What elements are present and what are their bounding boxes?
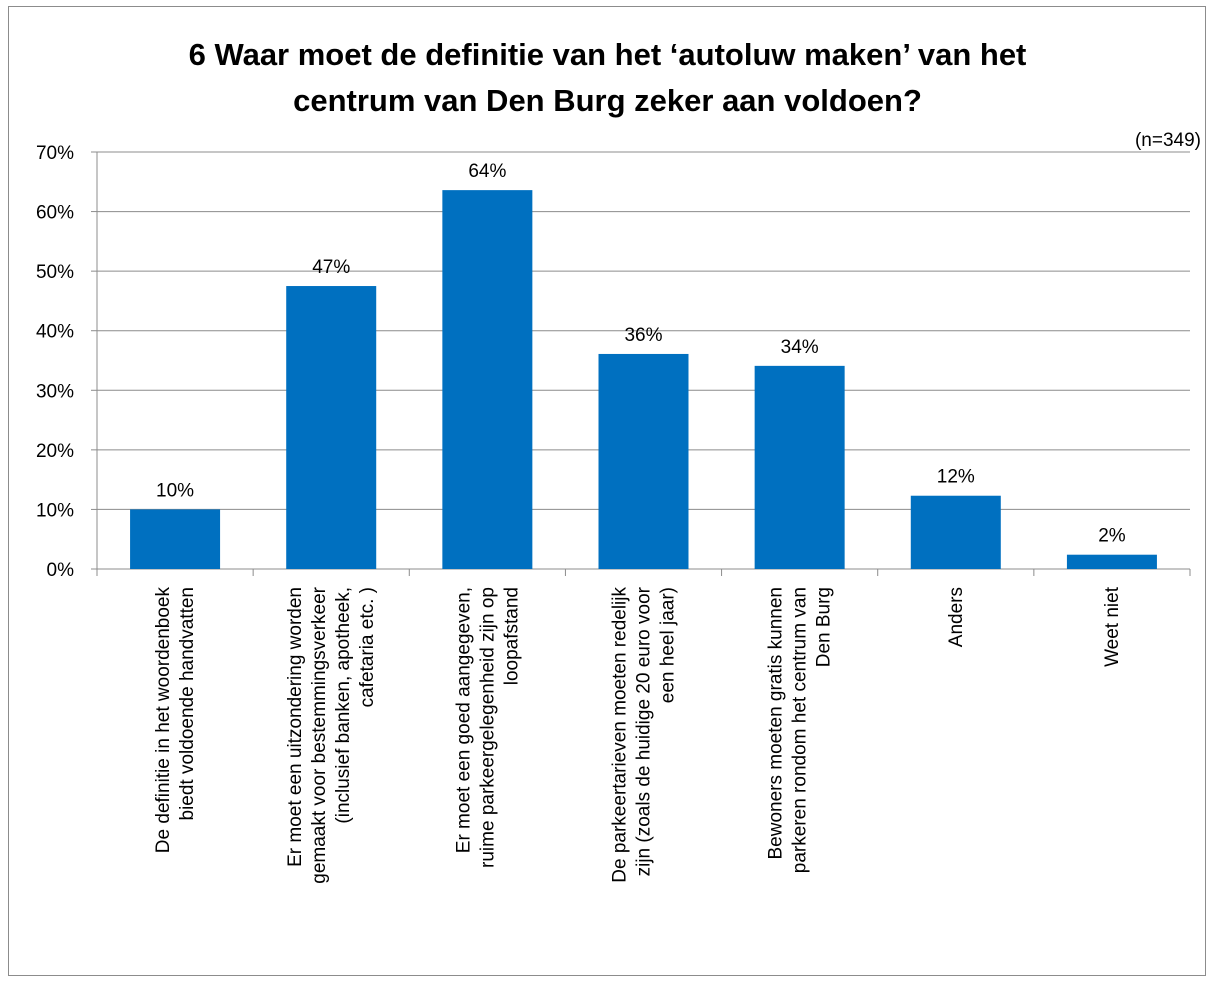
chart-title-line-2: centrum van Den Burg zeker aan voldoen?	[293, 83, 922, 118]
category-label-line: parkeren rondom het centrum van	[790, 587, 811, 873]
category-label-line: gemaakt voor bestemmingsverkeer	[309, 586, 330, 883]
bar	[1066, 554, 1157, 569]
data-label: 47%	[312, 257, 350, 278]
category-label: De definitie in het woordenboek biedt vol…	[153, 587, 198, 854]
chart-title-line-1: 6 Waar moet de definitie van het ‘autolu…	[188, 37, 1027, 72]
category-label-line: Anders	[946, 587, 967, 647]
category-label-text: Er moet een goed aangegeven, ruime parkee…	[453, 587, 522, 868]
category-label-line: een heel jaar)	[658, 587, 679, 703]
data-label: 34%	[781, 337, 819, 358]
category-label: Weet niet	[1102, 586, 1123, 667]
category-label-text: Anders	[946, 587, 967, 647]
y-tick-label: 50%	[36, 262, 74, 283]
category-label: Bewoners moeten gratis kunnen parkeren ro…	[766, 587, 835, 873]
category-label-line: Er moet een uitzondering worden	[285, 587, 306, 867]
y-tick-label: 10%	[36, 500, 74, 521]
category-label-line: loopafstand	[501, 587, 522, 685]
y-tick-label: 70%	[36, 143, 74, 164]
category-label-line: cafetaria etc. )	[357, 587, 378, 707]
category-label-text: De definitie in het woordenboek biedt vol…	[153, 587, 198, 854]
category-label-line: De definitie in het woordenboek	[153, 587, 174, 854]
bar	[910, 495, 1001, 569]
category-label-line: Bewoners moeten gratis kunnen	[766, 587, 787, 860]
y-tick-label: 0%	[47, 560, 75, 581]
category-label-text: Bewoners moeten gratis kunnen parkeren ro…	[766, 587, 835, 873]
data-label: 36%	[624, 325, 662, 346]
category-label-text: Weet niet	[1102, 586, 1123, 667]
y-tick-label: 20%	[36, 441, 74, 462]
category-label: Anders	[946, 587, 967, 647]
category-label: Er moet een goed aangegeven, ruime parkee…	[453, 587, 522, 868]
bar	[754, 365, 845, 569]
bar	[130, 509, 221, 569]
category-label-line: Weet niet	[1102, 586, 1123, 667]
category-label-line: biedt voldoende handvatten	[177, 587, 198, 820]
category-label-line: zijn (zoals de huidige 20 euro voor	[634, 586, 655, 876]
data-label: 2%	[1098, 526, 1126, 547]
category-label-line: Er moet een goed aangegeven,	[453, 587, 474, 853]
category-label: Er moet een uitzondering worden gemaakt v…	[285, 586, 378, 883]
bar	[286, 286, 377, 569]
category-label-text: Er moet een uitzondering worden gemaakt v…	[285, 586, 378, 883]
sample-size-note: (n=349)	[1134, 130, 1201, 151]
chart-title: 6 Waar moet de definitie van het ‘autolu…	[0, 32, 1215, 124]
y-tick-label: 60%	[36, 203, 74, 224]
bar	[598, 353, 689, 569]
y-tick-label: 40%	[36, 322, 74, 343]
bar	[442, 190, 533, 569]
category-label-line: De parkeertarieven moeten redelijk	[610, 587, 631, 883]
category-label-text: De parkeertarieven moeten redelijk zijn (…	[610, 586, 679, 882]
data-label: 10%	[156, 480, 194, 501]
category-label-line: (inclusief banken, apotheek,	[333, 587, 354, 824]
category-label: De parkeertarieven moeten redelijk zijn (…	[610, 586, 679, 882]
y-tick-label: 30%	[36, 381, 74, 402]
category-label-line: ruime parkeergelegenheid zijn op	[477, 587, 498, 868]
data-label: 64%	[468, 161, 506, 182]
category-label-line: Den Burg	[814, 587, 835, 667]
data-label: 12%	[937, 467, 975, 488]
